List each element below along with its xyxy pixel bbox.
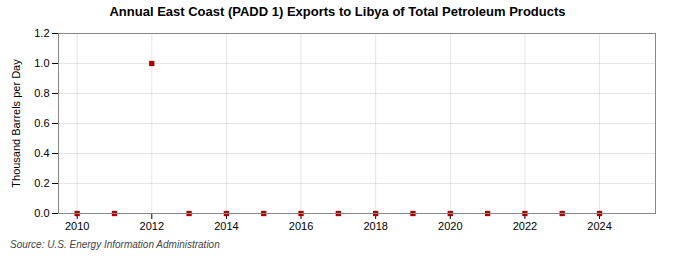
svg-text:0.2: 0.2 xyxy=(34,177,49,189)
svg-text:2012: 2012 xyxy=(140,220,164,232)
svg-text:1.0: 1.0 xyxy=(34,57,49,69)
svg-text:Thousand Barrels per Day: Thousand Barrels per Day xyxy=(10,59,22,188)
svg-text:2020: 2020 xyxy=(438,220,462,232)
html-text:Annual East Coast (PADD 1) Exp: Annual East Coast (PADD 1) Exports to Li… xyxy=(109,4,566,19)
svg-text:0.4: 0.4 xyxy=(34,147,49,159)
svg-text:1.2: 1.2 xyxy=(34,27,49,39)
svg-text:0.0: 0.0 xyxy=(34,207,49,219)
svg-text:2016: 2016 xyxy=(289,220,313,232)
svg-text:2010: 2010 xyxy=(65,220,89,232)
html-text:Source: U.S. Energy Informatio: Source: U.S. Energy Information Administ… xyxy=(10,239,220,250)
svg-text:2024: 2024 xyxy=(587,220,611,232)
svg-text:0.6: 0.6 xyxy=(34,117,49,129)
svg-text:2018: 2018 xyxy=(363,220,387,232)
svg-text:2014: 2014 xyxy=(214,220,238,232)
svg-text:0.8: 0.8 xyxy=(34,87,49,99)
svg-text:2022: 2022 xyxy=(513,220,537,232)
